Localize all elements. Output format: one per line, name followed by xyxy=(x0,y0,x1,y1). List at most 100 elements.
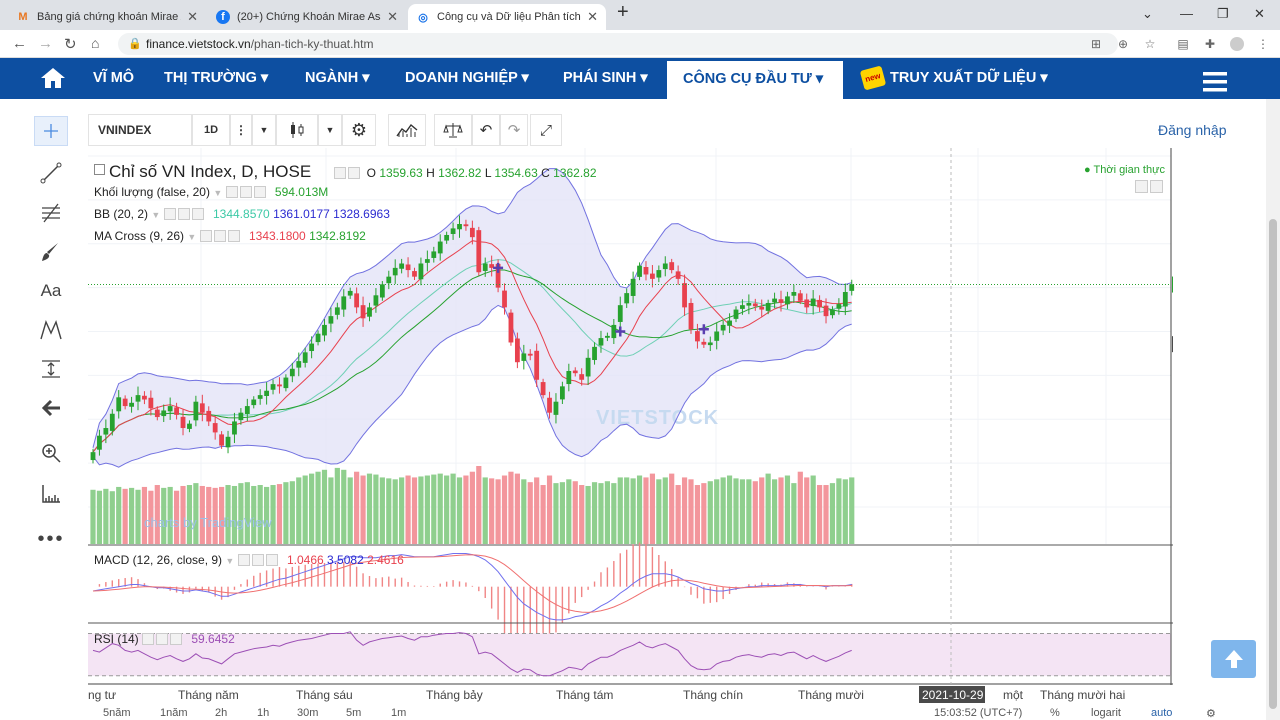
range-5m[interactable]: 5m xyxy=(346,707,362,719)
range-1m[interactable]: 1m xyxy=(391,707,407,719)
collapse-icon[interactable] xyxy=(94,164,105,175)
zoom-icon[interactable]: ⊕ xyxy=(1117,37,1129,51)
settings-icon[interactable] xyxy=(177,208,190,220)
browser-tab[interactable]: f (20+) Chứng Khoán Mirae Asset | ✕ xyxy=(208,4,406,30)
undo-icon[interactable]: ↶ xyxy=(472,114,500,146)
close-tab-icon[interactable]: ✕ xyxy=(187,9,198,24)
extension-icon[interactable]: ▤ xyxy=(1177,37,1189,51)
interval-dropdown-icon[interactable]: ▼ xyxy=(252,114,276,146)
settings-icon[interactable] xyxy=(156,633,169,645)
close-window-icon[interactable]: ✕ xyxy=(1254,6,1265,21)
candlestick-style-icon[interactable] xyxy=(276,114,318,146)
bottom-gear-icon[interactable]: ⚙ xyxy=(1206,708,1216,720)
range-3m[interactable]: 2h xyxy=(215,707,228,719)
volume-bar xyxy=(321,469,328,544)
crosshair-icon[interactable] xyxy=(34,116,68,146)
zoom-in-icon[interactable] xyxy=(34,438,68,468)
settings-icon[interactable] xyxy=(213,230,226,242)
settings-icon[interactable] xyxy=(251,554,264,566)
indicators-icon[interactable] xyxy=(388,114,426,146)
home-nav-icon[interactable] xyxy=(40,58,66,99)
remove-icon[interactable] xyxy=(253,186,266,198)
volume-bar xyxy=(302,475,308,544)
remove-icon[interactable] xyxy=(227,230,240,242)
nav-nganh[interactable]: NGÀNH ▾ xyxy=(305,70,370,86)
back-icon[interactable]: ← xyxy=(12,35,27,52)
eye-icon[interactable] xyxy=(142,633,155,645)
compare-scale-icon[interactable] xyxy=(434,114,472,146)
menu-dots-icon[interactable]: ⋮ xyxy=(1257,37,1269,51)
collapse-up-icon[interactable] xyxy=(1150,180,1163,193)
settings-icon[interactable] xyxy=(347,167,360,179)
browser-tab[interactable]: M Bảng giá chứng khoán Mirae Asset ✕ xyxy=(8,4,206,30)
candle-body xyxy=(823,305,829,317)
trend-line-icon[interactable] xyxy=(34,158,68,188)
volume-bar xyxy=(701,483,707,544)
scrollbar-thumb[interactable] xyxy=(1269,219,1277,709)
fullscreen-icon[interactable]: ⤢ xyxy=(530,114,562,146)
download-icon[interactable] xyxy=(1135,180,1148,193)
redo-icon[interactable]: ↷ xyxy=(500,114,528,146)
puzzle-icon[interactable]: ✚ xyxy=(1204,37,1216,51)
settings-icon[interactable] xyxy=(239,186,252,198)
nav-vi-mo[interactable]: VĨ MÔ xyxy=(93,70,135,86)
nav-truy-xuat-du-lieu[interactable]: TRUY XUẤT DỮ LIỆU ▾ xyxy=(890,70,1048,86)
candle-body xyxy=(617,305,623,322)
arrow-back-icon[interactable] xyxy=(34,393,68,423)
page-scrollbar[interactable] xyxy=(1266,99,1280,720)
volume-bar xyxy=(392,479,398,544)
symbol-search-input[interactable]: VNINDEX xyxy=(88,114,192,146)
percent-toggle[interactable]: % xyxy=(1050,707,1060,719)
remove-icon[interactable] xyxy=(191,208,204,220)
range-5y[interactable]: 5năm xyxy=(103,707,131,719)
log-toggle[interactable]: logarit xyxy=(1091,707,1121,719)
close-tab-icon[interactable]: ✕ xyxy=(587,9,598,24)
remove-icon[interactable] xyxy=(170,633,183,645)
measure-icon[interactable] xyxy=(34,354,68,384)
more-tools-icon[interactable]: ••• xyxy=(37,527,65,550)
brush-icon[interactable] xyxy=(34,237,68,267)
range-1h[interactable]: 1h xyxy=(257,707,270,719)
reload-icon[interactable]: ↻ xyxy=(64,36,77,53)
bookmark-star-icon[interactable]: ☆ xyxy=(1144,37,1156,51)
eye-icon[interactable] xyxy=(225,186,238,198)
remove-icon[interactable] xyxy=(265,554,278,566)
more-intervals-icon[interactable]: ⋮ xyxy=(230,114,252,146)
browser-tab-active[interactable]: ◎ Công cụ và Dữ liệu Phân tích kỹ t ✕ xyxy=(408,4,606,30)
auto-toggle[interactable]: auto xyxy=(1151,707,1173,719)
fibonacci-icon[interactable] xyxy=(34,198,68,228)
nav-thi-truong[interactable]: THỊ TRƯỜNG ▾ xyxy=(164,70,269,86)
tab-search-icon[interactable]: ⌄ xyxy=(1142,6,1153,21)
eye-icon[interactable] xyxy=(199,230,212,242)
maximize-icon[interactable]: ❐ xyxy=(1217,6,1229,21)
eye-icon[interactable] xyxy=(163,208,176,220)
close-tab-icon[interactable]: ✕ xyxy=(387,9,398,24)
nav-cong-cu-dau-tu[interactable]: CÔNG CỤ ĐẦU TƯ ▾ xyxy=(667,61,843,99)
range-1y[interactable]: 1năm xyxy=(160,707,188,719)
hamburger-menu-icon[interactable] xyxy=(1203,68,1227,109)
nav-doanh-nghiep[interactable]: DOANH NGHIỆP ▾ xyxy=(405,70,529,86)
translate-icon[interactable]: ⊞ xyxy=(1090,37,1102,51)
candle-body xyxy=(244,406,250,414)
forward-icon[interactable]: → xyxy=(38,35,53,52)
new-tab-icon[interactable]: + xyxy=(617,1,629,23)
url-field[interactable]: 🔒 finance.vietstock.vn/phan-tich-ky-thua… xyxy=(118,33,1118,55)
nav-phai-sinh[interactable]: PHÁI SINH ▾ xyxy=(563,70,648,86)
home-icon[interactable]: ⌂ xyxy=(91,35,100,51)
eye-icon[interactable] xyxy=(237,554,250,566)
interval-button[interactable]: 1D xyxy=(192,114,230,146)
settings-gear-icon[interactable]: ⚙ xyxy=(342,114,376,146)
login-link[interactable]: Đăng nhập xyxy=(1158,122,1227,138)
style-dropdown-icon[interactable]: ▼ xyxy=(318,114,342,146)
chart-canvas[interactable]: VIETSTOCK 1480.001440.001400.001360.0013… xyxy=(88,148,1173,707)
ruler-icon[interactable] xyxy=(34,479,68,509)
profile-avatar-icon[interactable] xyxy=(1230,37,1244,51)
candle-body xyxy=(450,228,456,234)
eye-icon[interactable] xyxy=(333,167,346,179)
candle-body xyxy=(412,271,417,277)
text-tool-icon[interactable]: Aa xyxy=(40,281,62,300)
minimize-icon[interactable]: — xyxy=(1180,6,1193,21)
range-30m[interactable]: 30m xyxy=(297,707,319,719)
pattern-icon[interactable] xyxy=(34,315,68,345)
scroll-to-top-button[interactable] xyxy=(1211,640,1256,678)
